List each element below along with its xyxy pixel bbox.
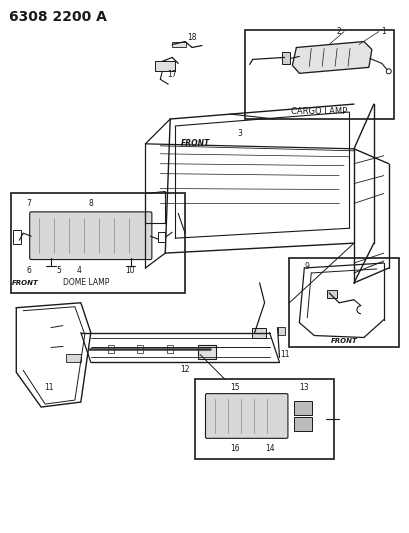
Bar: [294, 417, 312, 431]
Text: 15: 15: [229, 383, 239, 392]
Text: 7: 7: [27, 199, 31, 208]
Text: 3: 3: [237, 130, 242, 139]
Bar: [167, 345, 173, 353]
Text: FRONT: FRONT: [12, 280, 38, 286]
Bar: [198, 345, 216, 359]
Text: 9: 9: [304, 262, 309, 271]
Bar: [172, 42, 186, 47]
Bar: [289, 258, 398, 348]
Text: 6: 6: [27, 266, 31, 276]
Bar: [137, 345, 143, 353]
Text: 12: 12: [180, 365, 189, 374]
Bar: [244, 30, 393, 119]
Text: 14: 14: [264, 445, 274, 453]
FancyBboxPatch shape: [205, 394, 287, 438]
Text: 2: 2: [336, 27, 341, 36]
Bar: [282, 52, 290, 64]
Bar: [251, 328, 265, 337]
Bar: [66, 354, 81, 362]
Text: 6308 2200 A: 6308 2200 A: [9, 10, 107, 23]
Bar: [108, 345, 113, 353]
Text: FRONT: FRONT: [180, 139, 209, 148]
Text: 1: 1: [380, 27, 385, 36]
Text: FRONT: FRONT: [330, 338, 357, 344]
Bar: [326, 290, 336, 298]
Bar: [155, 61, 175, 71]
Text: 11: 11: [279, 350, 288, 359]
Bar: [294, 401, 312, 415]
Text: 17: 17: [167, 70, 177, 79]
Text: 5: 5: [56, 266, 61, 276]
Text: 13: 13: [299, 383, 308, 392]
FancyBboxPatch shape: [29, 212, 151, 260]
Bar: [11, 193, 185, 293]
Text: 4: 4: [76, 266, 81, 276]
Text: 18: 18: [187, 33, 196, 42]
Bar: [277, 327, 285, 335]
Polygon shape: [292, 42, 371, 74]
Text: 8: 8: [88, 199, 93, 208]
Text: 11: 11: [44, 383, 54, 392]
Bar: [195, 379, 333, 459]
Text: 10: 10: [126, 266, 135, 276]
Text: 16: 16: [229, 445, 239, 453]
Bar: [158, 232, 165, 242]
Text: DOME LAMP: DOME LAMP: [63, 278, 109, 287]
Text: CARGO LAMP: CARGO LAMP: [290, 107, 346, 116]
Bar: [13, 230, 21, 244]
